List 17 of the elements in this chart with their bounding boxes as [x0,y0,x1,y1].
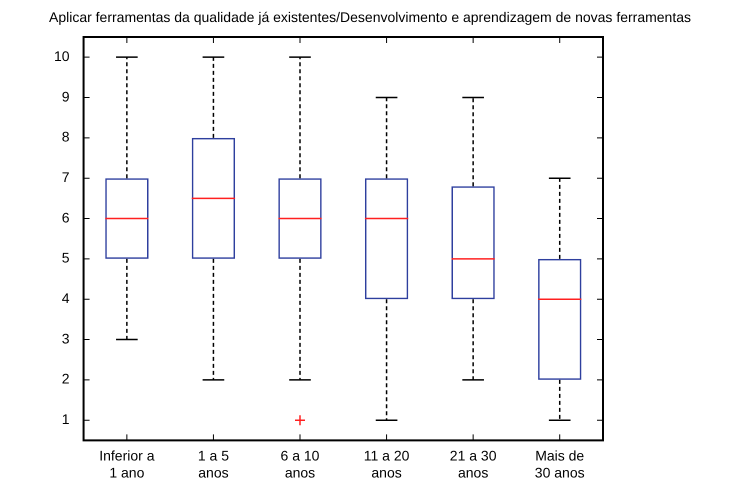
x-tick-label: 6 a 10 anos [280,448,320,480]
y-tick-label: 9 [62,88,70,104]
x-tick-label: 1 a 5 anos [198,448,230,480]
x-tick-label: 21 a 30 anos [450,448,497,480]
y-tick-label: 7 [62,169,70,186]
y-tick-label: 8 [62,128,70,145]
y-tick-label: 6 [62,209,70,226]
y-tick-label: 1 [62,411,70,428]
y-tick-label: 4 [62,290,70,306]
chart-title: Aplicar ferramentas da qualidade já existentes/Desenvolvimento e aprendizagem de novas ferramentas [48,8,692,25]
x-tick-label: Inferior a 1 ano [99,448,155,480]
x-tick-label: Mais de 30 anos [534,448,585,480]
y-tick-label: 5 [62,250,70,266]
y-tick-label: 3 [62,330,70,346]
x-tick-label: 11 a 20 anos [364,448,410,480]
y-tick-label: 10 [54,48,70,64]
y-tick-label: 2 [62,370,70,387]
